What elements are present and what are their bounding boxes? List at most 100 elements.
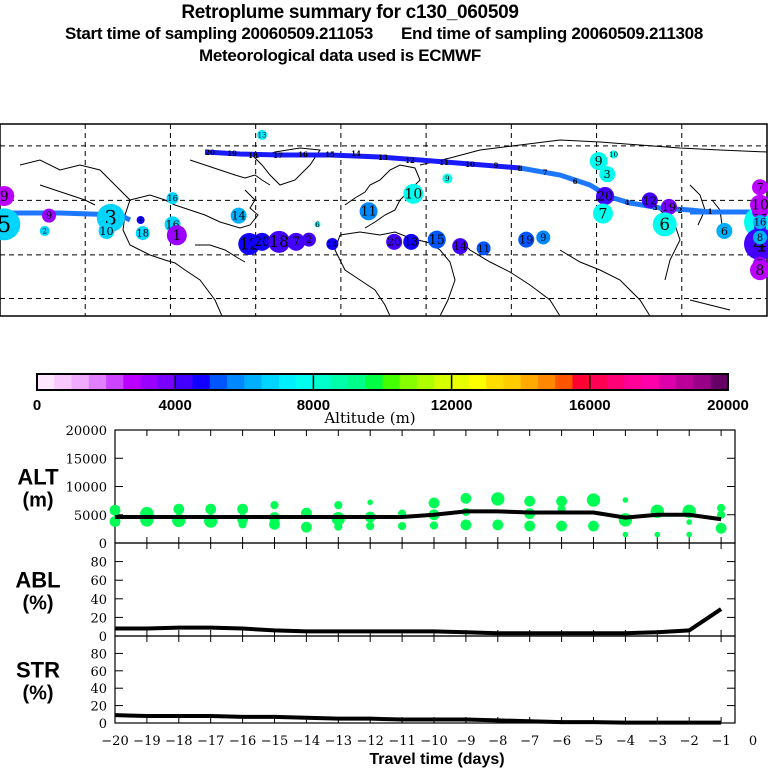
colorbar-swatch xyxy=(503,374,522,390)
colorbar-swatch xyxy=(175,374,193,390)
x-tick-label: −13 xyxy=(325,734,352,749)
y-tick-label: 0 xyxy=(99,537,107,552)
cluster-circle xyxy=(753,215,767,230)
cluster-marker: 9 xyxy=(536,230,551,245)
cluster-marker: 19 xyxy=(518,231,535,248)
altitude-point xyxy=(586,493,601,507)
cluster-marker: 18 xyxy=(135,226,150,241)
cluster-label: 9 xyxy=(46,211,52,222)
trajectory-day-label: 17 xyxy=(273,151,283,160)
cluster-marker: 15 xyxy=(427,230,446,249)
altitude-colorbar: 0 4000 8000 12000 16000 20000 xyxy=(33,373,749,414)
cluster-circle xyxy=(98,222,115,239)
cluster-label: 7 xyxy=(598,206,607,222)
start-time-label: Start time of sampling 20060509.211053 xyxy=(65,24,373,43)
cluster-circle xyxy=(753,230,767,245)
colorbar-swatch xyxy=(330,374,349,390)
cluster-marker: 7 xyxy=(752,179,768,196)
cluster-label: 9 xyxy=(445,175,449,183)
altitude-point xyxy=(622,497,629,503)
cluster-label: 3 xyxy=(604,168,611,181)
cluster-marker: 19 xyxy=(660,198,677,215)
panel-frame xyxy=(114,635,736,724)
x-tick-label: −18 xyxy=(165,734,192,749)
altitude-point xyxy=(334,522,343,531)
cluster-marker: 14 xyxy=(326,238,339,250)
altitude-point xyxy=(173,503,185,515)
x-tick-label: −11 xyxy=(388,734,415,749)
cluster-label: 1 xyxy=(172,228,181,244)
colorbar-swatch xyxy=(589,374,608,390)
y-tick-label: 20000 xyxy=(66,424,107,439)
altitude-point xyxy=(366,521,375,531)
colorbar-tick-label: 16000 xyxy=(569,397,611,414)
page-title: Retroplume summary for c130_060509 xyxy=(181,2,519,23)
panel-ylabel: ABL xyxy=(15,568,60,593)
trajectory-segment-east xyxy=(519,165,711,215)
altitude-point xyxy=(429,521,439,530)
colorbar-swatch xyxy=(537,374,556,390)
colorbar-swatch xyxy=(486,374,504,390)
colorbar-swatch xyxy=(399,374,418,390)
alt-panel: 0 5000 10000 15000 20000 ALT(m) xyxy=(17,424,736,552)
cluster-label: 2 xyxy=(306,235,312,246)
cluster-label: 4 xyxy=(138,216,143,224)
met-data-label: Meteorological data used is ECMWF xyxy=(199,46,481,65)
cluster-circle xyxy=(660,198,677,215)
cluster-marker: 20 xyxy=(596,187,615,205)
cluster-label: 20 xyxy=(597,188,613,203)
y-tick-label: 40 xyxy=(90,593,107,608)
x-tick-label: −20 xyxy=(101,734,128,749)
panel-ylabel: STR xyxy=(16,658,60,683)
colorbar-swatch xyxy=(658,374,677,390)
colorbar-swatch xyxy=(555,374,574,390)
cluster-circle xyxy=(442,173,453,184)
y-tick-label: 60 xyxy=(90,665,107,680)
cluster-circle xyxy=(268,230,291,253)
coastline xyxy=(129,189,259,229)
coastline xyxy=(559,249,651,317)
cluster-label: 8 xyxy=(757,233,763,244)
y-tick-label: 20 xyxy=(90,700,107,715)
cluster-marker: 16 xyxy=(166,192,179,205)
altitude-point xyxy=(205,503,217,515)
cluster-circle xyxy=(752,179,768,196)
cluster-circle xyxy=(314,221,321,228)
x-tick-label: −17 xyxy=(197,734,224,749)
trajectory-day-label: 3 xyxy=(653,203,658,212)
x-tick-label: −16 xyxy=(229,734,256,749)
cluster-circle xyxy=(652,212,677,237)
cluster-marker: 3 xyxy=(599,166,616,183)
cluster-marker: 6 xyxy=(652,212,677,237)
cluster-circle xyxy=(427,230,446,249)
trajectory-day-label: 10 xyxy=(465,160,475,169)
cluster-circle xyxy=(359,202,378,221)
colorbar-swatch xyxy=(123,374,142,390)
x-tick-label: −14 xyxy=(293,734,320,749)
x-tick-label: 0 xyxy=(749,734,757,749)
cluster-circle xyxy=(386,233,403,250)
altitude-point xyxy=(492,519,504,531)
colorbar-swatch xyxy=(244,374,263,390)
cluster-circle xyxy=(230,207,247,224)
x-tick-label: −10 xyxy=(420,734,447,749)
colorbar-swatch xyxy=(192,374,211,390)
cluster-circle xyxy=(599,166,616,183)
x-tick-label: −12 xyxy=(356,734,383,749)
cluster-circle xyxy=(589,152,608,171)
end-time-label: End time of sampling 20060509.211308 xyxy=(401,24,703,43)
y-tick-label: 10000 xyxy=(66,481,107,496)
x-tick-label: −19 xyxy=(133,734,160,749)
x-tick-label: −3 xyxy=(648,734,667,749)
altitude-point xyxy=(460,492,472,504)
cluster-marker: 14 xyxy=(230,207,247,224)
cluster-marker: 16 xyxy=(753,215,767,230)
colorbar-swatch xyxy=(37,374,55,390)
cluster-label: 7 xyxy=(756,181,763,194)
altitude-point xyxy=(524,495,536,507)
altitude-point xyxy=(269,518,280,530)
colorbar-swatch xyxy=(417,374,435,390)
cluster-marker: 12 xyxy=(641,192,658,209)
altitude-point xyxy=(654,531,661,538)
coastline xyxy=(254,147,321,186)
